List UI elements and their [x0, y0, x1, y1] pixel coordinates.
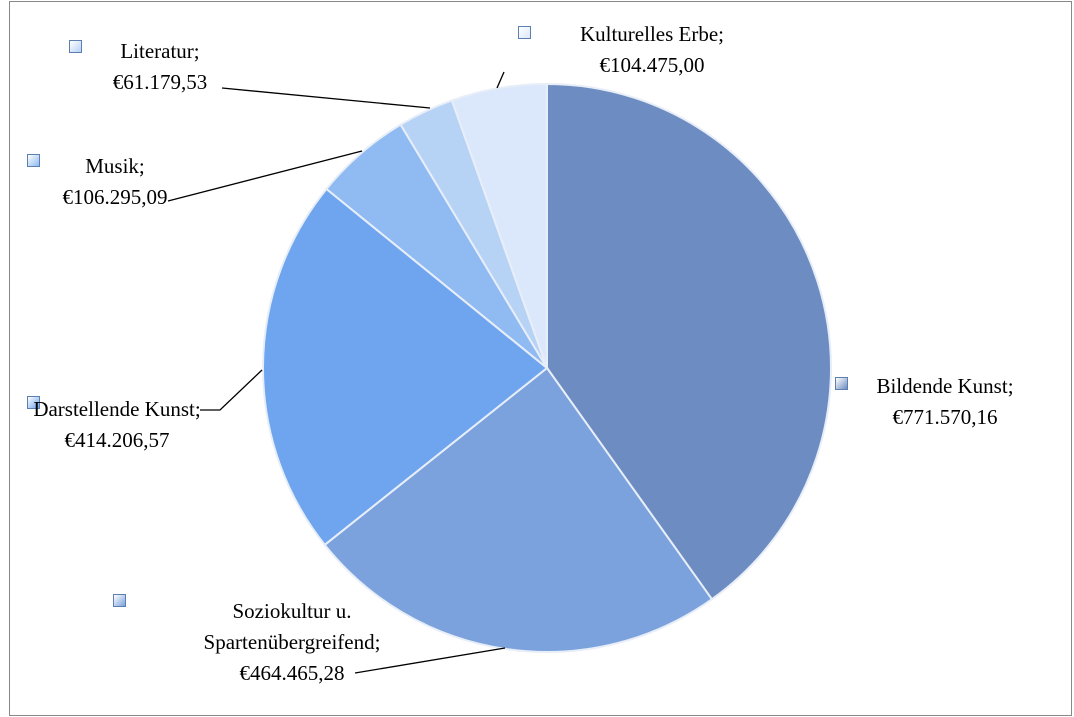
legend-marker	[69, 40, 82, 53]
leader-line	[496, 71, 505, 89]
data-label: Kulturelles Erbe; €104.475,00	[542, 19, 762, 81]
data-label: Literatur; €61.179,53	[85, 36, 235, 98]
value-label: €106.295,09	[62, 185, 168, 209]
pie-slice	[450, 82, 548, 369]
value-label: €104.475,00	[599, 53, 705, 77]
pie-slice	[323, 366, 714, 653]
leader-line	[200, 369, 263, 411]
category-label: Bildende Kunst;	[876, 374, 1014, 398]
value-label: €464.465,28	[239, 661, 345, 685]
leader-line	[221, 87, 431, 109]
value-label: €771.570,16	[892, 405, 998, 429]
legend-marker	[835, 377, 848, 390]
leader-line	[354, 647, 506, 674]
value-label: €414.206,57	[64, 428, 170, 452]
category-label: Musik;	[85, 154, 145, 178]
legend-marker	[27, 396, 40, 409]
data-label: Bildende Kunst; €771.570,16	[850, 371, 1040, 433]
leader-line	[167, 150, 363, 202]
data-label: Soziokultur u. Spartenübergreifend; €464.…	[182, 596, 402, 689]
category-label: Literatur;	[120, 39, 200, 63]
category-label: Kulturelles Erbe;	[579, 22, 725, 46]
legend-marker	[113, 594, 126, 607]
chart-border	[9, 1, 1072, 716]
data-label: Musik; €106.295,09	[30, 151, 200, 213]
legend-marker	[518, 26, 531, 39]
value-label: €61.179,53	[112, 70, 208, 94]
pie-slice	[546, 82, 832, 601]
legend-marker	[27, 154, 40, 167]
category-label: Soziokultur u. Spartenübergreifend;	[203, 599, 381, 654]
category-label: Darstellende Kunst;	[33, 397, 201, 421]
data-label: Darstellende Kunst; €414.206,57	[32, 394, 202, 456]
pie-slice	[262, 187, 549, 547]
